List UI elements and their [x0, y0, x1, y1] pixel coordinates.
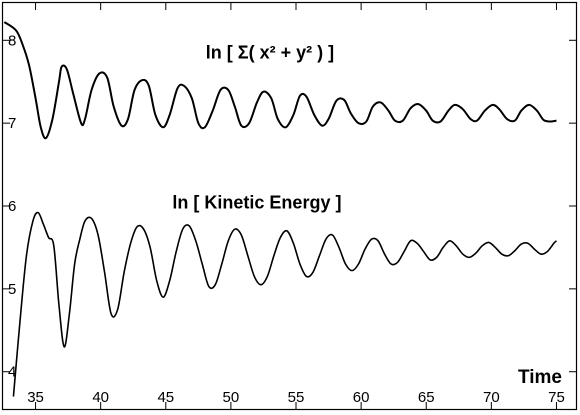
annotation-lower-series: ln [ Kinetic Energy ] — [172, 192, 341, 212]
y-tick-label: 5 — [8, 281, 16, 298]
x-tick-label: 75 — [548, 389, 565, 406]
annotation-upper-series: ln [ Σ( x² + y² ) ] — [206, 43, 334, 63]
series-line-1 — [3, 21, 557, 140]
x-tick-label: 35 — [27, 389, 44, 406]
x-axis-title: Time — [518, 367, 562, 388]
x-tick-label: 60 — [353, 389, 370, 406]
x-tick-label: 45 — [157, 389, 174, 406]
y-tick-label: 7 — [8, 115, 16, 132]
x-tick-label: 65 — [418, 389, 435, 406]
y-tick-label: 8 — [8, 32, 16, 49]
x-tick-label: 55 — [288, 389, 305, 406]
series-line-2 — [12, 211, 558, 397]
y-tick-label: 6 — [8, 198, 16, 215]
x-tick-label: 50 — [223, 389, 240, 406]
x-tick-label: 40 — [92, 389, 109, 406]
x-tick-label: 70 — [483, 389, 500, 406]
y-tick-label: 4 — [8, 364, 16, 381]
